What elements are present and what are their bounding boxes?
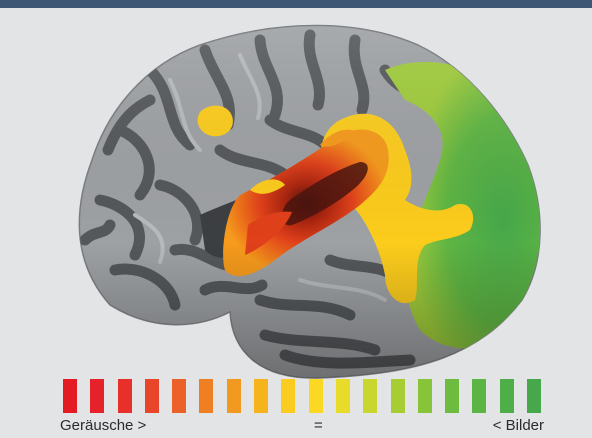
- legend-swatch: [281, 379, 295, 413]
- legend-swatch: [445, 379, 459, 413]
- legend-swatch: [63, 379, 77, 413]
- legend-swatch: [391, 379, 405, 413]
- legend-swatch: [309, 379, 323, 413]
- legend-swatch: [145, 379, 159, 413]
- color-scale-legend: [63, 379, 541, 413]
- legend-label-images: < Bilder: [492, 417, 544, 434]
- legend-swatch: [363, 379, 377, 413]
- legend-swatch: [500, 379, 514, 413]
- figure: Geräusche > = < Bilder: [0, 8, 592, 438]
- legend-swatch: [472, 379, 486, 413]
- legend-labels: Geräusche > = < Bilder: [60, 417, 544, 437]
- legend-swatch: [336, 379, 350, 413]
- legend-swatch: [118, 379, 132, 413]
- legend-label-sounds: Geräusche >: [60, 417, 147, 434]
- legend-swatch: [418, 379, 432, 413]
- top-band: [0, 0, 592, 8]
- legend-swatch: [254, 379, 268, 413]
- legend-swatch: [527, 379, 541, 413]
- legend-swatch: [90, 379, 104, 413]
- legend-swatch: [172, 379, 186, 413]
- brain-surface-diagram: [78, 24, 541, 379]
- legend-swatch: [227, 379, 241, 413]
- legend-label-equal: =: [314, 417, 323, 434]
- legend-swatch: [199, 379, 213, 413]
